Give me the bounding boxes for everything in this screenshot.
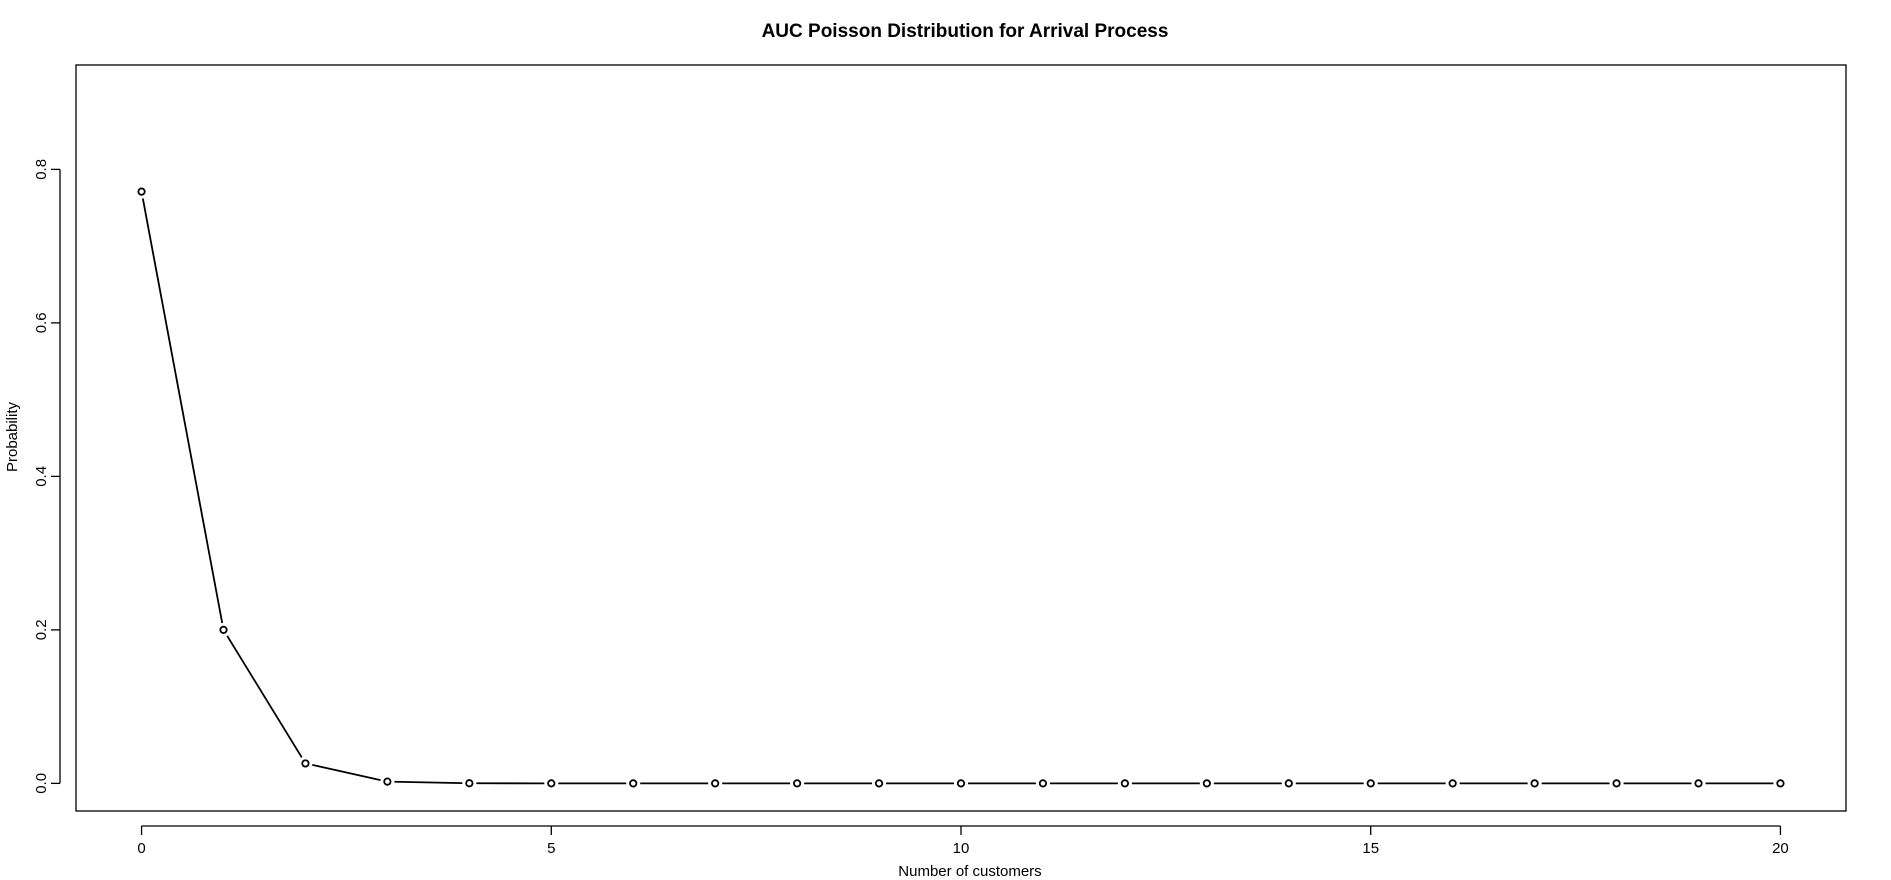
- data-point: [629, 779, 638, 788]
- data-point: [465, 779, 474, 788]
- data-point: [547, 779, 556, 788]
- data-point: [1284, 779, 1293, 788]
- data-point: [1202, 779, 1211, 788]
- y-tick-label: 0.4: [33, 466, 50, 487]
- x-axis-label: Number of customers: [898, 863, 1041, 880]
- series-segment: [394, 780, 463, 785]
- series-line: [141, 198, 1774, 785]
- data-point: [956, 779, 966, 788]
- data-point: [1776, 779, 1785, 788]
- data-point: [793, 779, 802, 788]
- data-point: [1612, 779, 1621, 788]
- chart-title: AUC Poisson Distribution for Arrival Pro…: [762, 21, 1169, 42]
- data-point: [1366, 779, 1375, 788]
- data-point: [1038, 779, 1048, 788]
- x-axis: 0 5 10 15 20: [137, 825, 1789, 857]
- data-point: [137, 187, 146, 196]
- x-tick-label: 15: [1362, 840, 1379, 857]
- series-segment: [312, 764, 381, 781]
- series-segment: [226, 635, 303, 758]
- data-point: [874, 779, 884, 788]
- data-point: [383, 777, 392, 786]
- data-point: [1120, 779, 1129, 788]
- data-point: [1694, 779, 1703, 788]
- y-axis-label: Probability: [4, 401, 21, 472]
- x-tick-label: 10: [953, 840, 970, 857]
- y-axis: 0.0 0.2 0.4 0.6 0.8: [33, 159, 61, 794]
- data-point: [711, 779, 720, 788]
- data-point: [219, 625, 228, 634]
- series-points: [137, 187, 1785, 788]
- series-segment: [141, 198, 224, 624]
- data-point: [1448, 779, 1457, 788]
- y-tick-label: 0.6: [33, 312, 50, 333]
- plot-frame: [75, 64, 1847, 812]
- y-tick-label: 0.8: [33, 159, 50, 180]
- x-tick-label: 0: [137, 840, 145, 857]
- y-tick-label: 0.0: [33, 773, 50, 794]
- x-tick-label: 5: [547, 840, 555, 857]
- x-tick-label: 20: [1772, 840, 1789, 857]
- y-tick-label: 0.2: [33, 619, 50, 640]
- data-point: [1530, 779, 1539, 788]
- data-point: [301, 759, 310, 768]
